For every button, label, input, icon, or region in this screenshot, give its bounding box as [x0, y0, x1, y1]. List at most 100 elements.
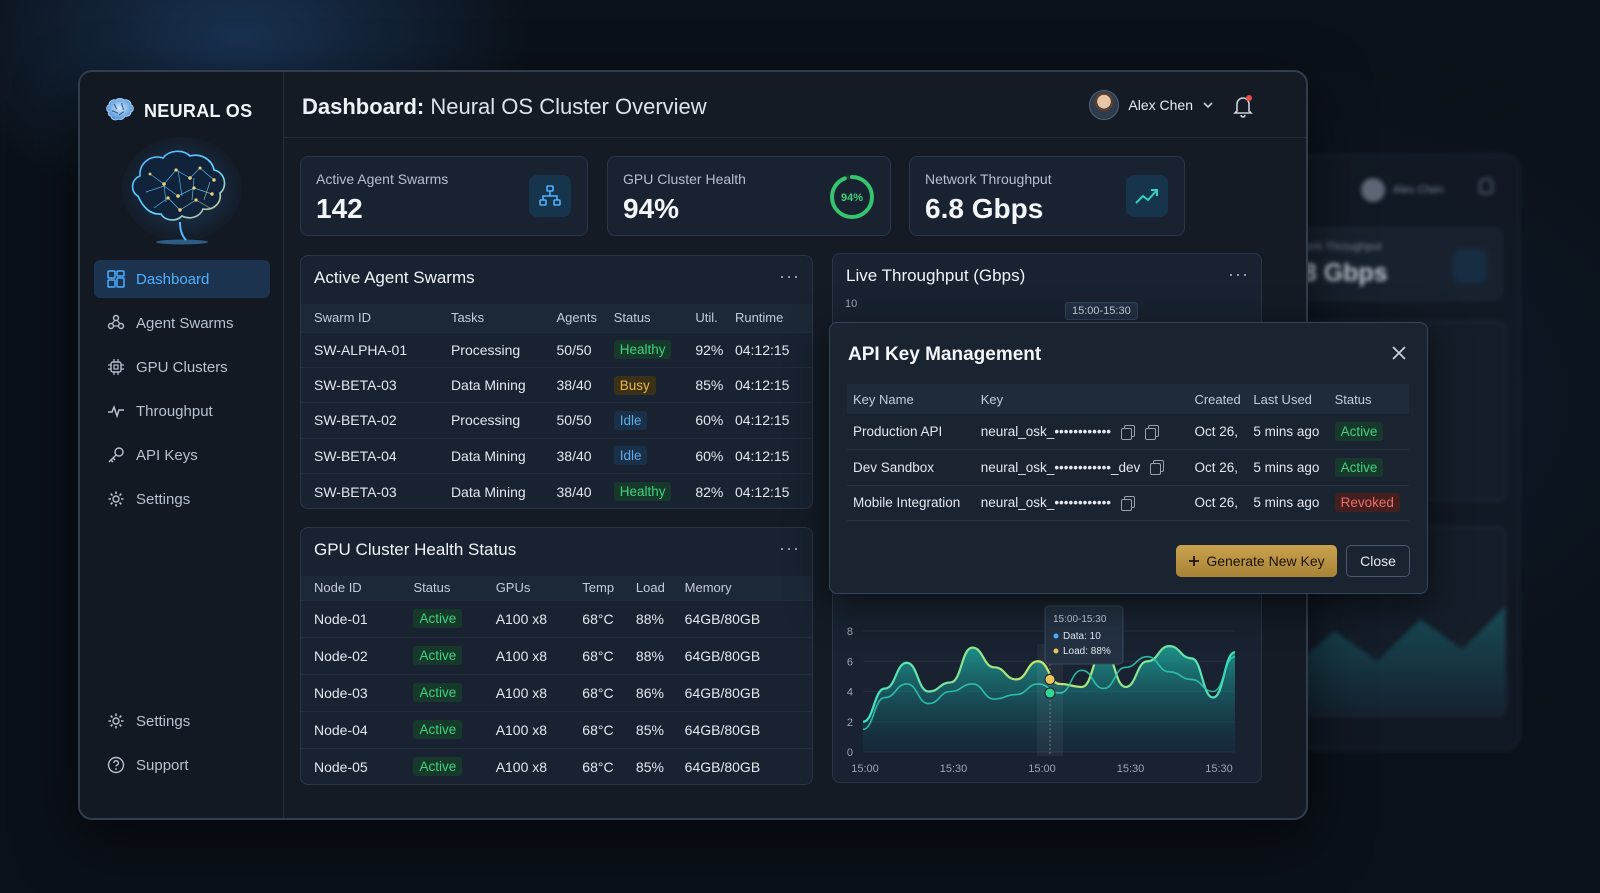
tooltip-title: 15:00-15:30 — [1053, 614, 1107, 625]
stat-card-network-throughput: Network Throughput 6.8 Gbps — [909, 156, 1185, 236]
y-tick-label: 2 — [847, 717, 853, 729]
cell-id: SW-BETA-03 — [301, 473, 451, 508]
cell-id: Node-05 — [301, 747, 414, 784]
status-badge: Active — [413, 757, 463, 777]
status-badge: Active — [413, 683, 463, 702]
cell-util: 60% — [695, 402, 735, 439]
hover-point-1[interactable] — [1044, 673, 1056, 685]
status-badge: Healthy — [613, 340, 672, 360]
cell-memory: 64GB/80GB — [684, 673, 812, 711]
table-row[interactable]: SW-BETA-03 Data Mining 38/40 Busy 85% 04:12:1… — [301, 366, 812, 403]
sidebar-item-support[interactable]: Support — [94, 746, 270, 784]
table-row[interactable]: Node-04 Active A100 x8 68°C 85% 64GB/80GB — [301, 710, 812, 748]
column-header: Runtime — [734, 310, 784, 326]
table-row[interactable]: SW-BETA-03 Data Mining 38/40 Healthy 82% 04:1… — [301, 473, 812, 508]
column-header: GPUs — [495, 580, 531, 596]
sidebar-item-label: Settings — [136, 490, 191, 508]
cell-created: Oct 26, — [1188, 449, 1248, 486]
cell-status: Revoked — [1328, 485, 1409, 522]
swarms-table: Swarm ID Tasks Agents Status Util. Runtime SW… — [301, 304, 812, 508]
copy-icon[interactable] — [1145, 424, 1160, 440]
status-badge: Healthy — [613, 482, 672, 501]
sidebar-item-gpu-clusters[interactable]: GPU Clusters — [94, 348, 270, 386]
table-row[interactable]: Node-01 Active A100 x8 68°C 88% 64GB/80GB — [301, 599, 812, 637]
more-options-icon[interactable]: ··· — [1228, 264, 1249, 284]
cell-created: Oct 26, — [1188, 414, 1248, 451]
cell-gpus: A100 x8 — [495, 747, 583, 784]
sidebar-item-dashboard[interactable]: Dashboard — [94, 260, 270, 298]
more-options-icon[interactable]: ··· — [779, 538, 800, 558]
status-badge: Idle — [613, 410, 648, 430]
sidebar-item-throughput[interactable]: Throughput — [94, 392, 270, 430]
tooltip-line-1: Data: 10 — [1063, 631, 1101, 642]
copy-icon[interactable] — [1121, 424, 1136, 440]
cell-status: Active — [1328, 414, 1409, 451]
close-button[interactable]: Close — [1346, 545, 1410, 577]
column-header: Key — [974, 384, 1189, 414]
ghost-bell-icon — [1479, 178, 1493, 194]
cell-util: 60% — [695, 437, 735, 474]
more-options-icon[interactable]: ··· — [779, 266, 800, 286]
generate-new-key-button[interactable]: Generate New Key — [1176, 545, 1337, 577]
column-header: Load — [635, 580, 665, 596]
status-badge: Active — [413, 646, 463, 665]
x-tick-label: 15:30 — [940, 763, 968, 775]
status-badge: Revoked — [1334, 493, 1400, 513]
user-menu[interactable]: Alex Chen — [1089, 90, 1214, 120]
cell-agents: 38/40 — [556, 473, 614, 508]
table-row[interactable]: Node-02 Active A100 x8 68°C 88% 64GB/80GB — [301, 636, 812, 674]
x-tick-label: 15:00 — [1028, 763, 1056, 775]
sidebar-item-label: Support — [136, 756, 189, 774]
modal-title: API Key Management — [848, 344, 1042, 365]
column-header: Node ID — [314, 580, 362, 596]
table-row[interactable]: SW-ALPHA-01 Processing 50/50 Healthy 92% 04:1… — [301, 331, 812, 368]
status-badge: Active — [1334, 422, 1384, 442]
cell-status: Active — [413, 747, 496, 784]
sidebar-item-label: Settings — [136, 712, 191, 730]
chip-icon — [106, 357, 126, 377]
ghost-area — [1292, 607, 1505, 715]
hover-point-2[interactable] — [1044, 687, 1056, 699]
cell-status: Active — [413, 673, 496, 711]
brand[interactable]: NEURAL OS — [102, 94, 252, 128]
cell-runtime: 04:12:15 — [734, 402, 812, 439]
table-row[interactable]: Node-05 Active A100 x8 68°C 85% 64GB/80GB — [301, 747, 812, 784]
sidebar-item-api-keys[interactable]: API Keys — [94, 436, 270, 474]
cell-id: Node-03 — [301, 673, 414, 711]
key-wrapper: neural_osk_••••••••••••_dev — [981, 460, 1189, 476]
sidebar-item-label: Agent Swarms — [136, 314, 234, 332]
table-row[interactable]: SW-BETA-04 Data Mining 38/40 Idle 60% 04:12:1… — [301, 437, 812, 474]
close-icon[interactable] — [1389, 343, 1409, 363]
cell-tasks: Data Mining — [450, 473, 557, 508]
masked-key: neural_osk_•••••••••••• — [980, 495, 1112, 511]
table-row[interactable]: Node-03 Active A100 x8 68°C 86% 64GB/80GB — [301, 673, 812, 711]
health-ring-arc — [830, 175, 874, 219]
cell-temp: 68°C — [582, 636, 636, 674]
sidebar-item-settings[interactable]: Settings — [94, 480, 270, 518]
column-header: Status — [413, 580, 451, 596]
key-wrapper: neural_osk_•••••••••••• — [980, 495, 1189, 511]
table-row[interactable]: SW-BETA-02 Processing 50/50 Idle 60% 04:12:15 — [301, 402, 812, 439]
copy-icon[interactable] — [1150, 460, 1165, 476]
sidebar-bottom-nav: Settings Support — [94, 702, 270, 790]
table-row[interactable]: Dev Sandbox neural_osk_••••••••••••_dev Oc… — [847, 449, 1409, 486]
cell-status: Active — [1328, 449, 1409, 486]
y-tick-label: 6 — [847, 656, 853, 668]
table-row[interactable]: Production API neural_osk_•••••••••••• Oct… — [847, 414, 1409, 451]
help-icon — [106, 755, 126, 775]
cell-id: Node-01 — [301, 599, 414, 637]
sidebar-item-settings[interactable]: Settings — [94, 702, 270, 740]
ghost-trend-icon — [1453, 249, 1487, 283]
status-badge: Active — [413, 609, 463, 628]
notification-bell-icon[interactable] — [1232, 94, 1254, 118]
health-ring-text: 94% — [841, 192, 863, 204]
sidebar-item-agent-swarms[interactable]: Agent Swarms — [94, 304, 270, 342]
cell-gpus: A100 x8 — [495, 710, 583, 748]
cell-status: Idle — [613, 402, 696, 439]
grid-icon — [106, 269, 126, 289]
gpu-table: Node ID Status GPUs Temp Load Memory Node-01 A… — [301, 576, 812, 784]
table-row[interactable]: Mobile Integration neural_osk_•••••••••••… — [847, 485, 1409, 522]
sidebar-nav: Dashboard Agent Swarms GPU Clusters Through… — [94, 260, 270, 524]
copy-icon[interactable] — [1121, 495, 1136, 511]
cell-last-used: 5 mins ago — [1247, 485, 1329, 522]
